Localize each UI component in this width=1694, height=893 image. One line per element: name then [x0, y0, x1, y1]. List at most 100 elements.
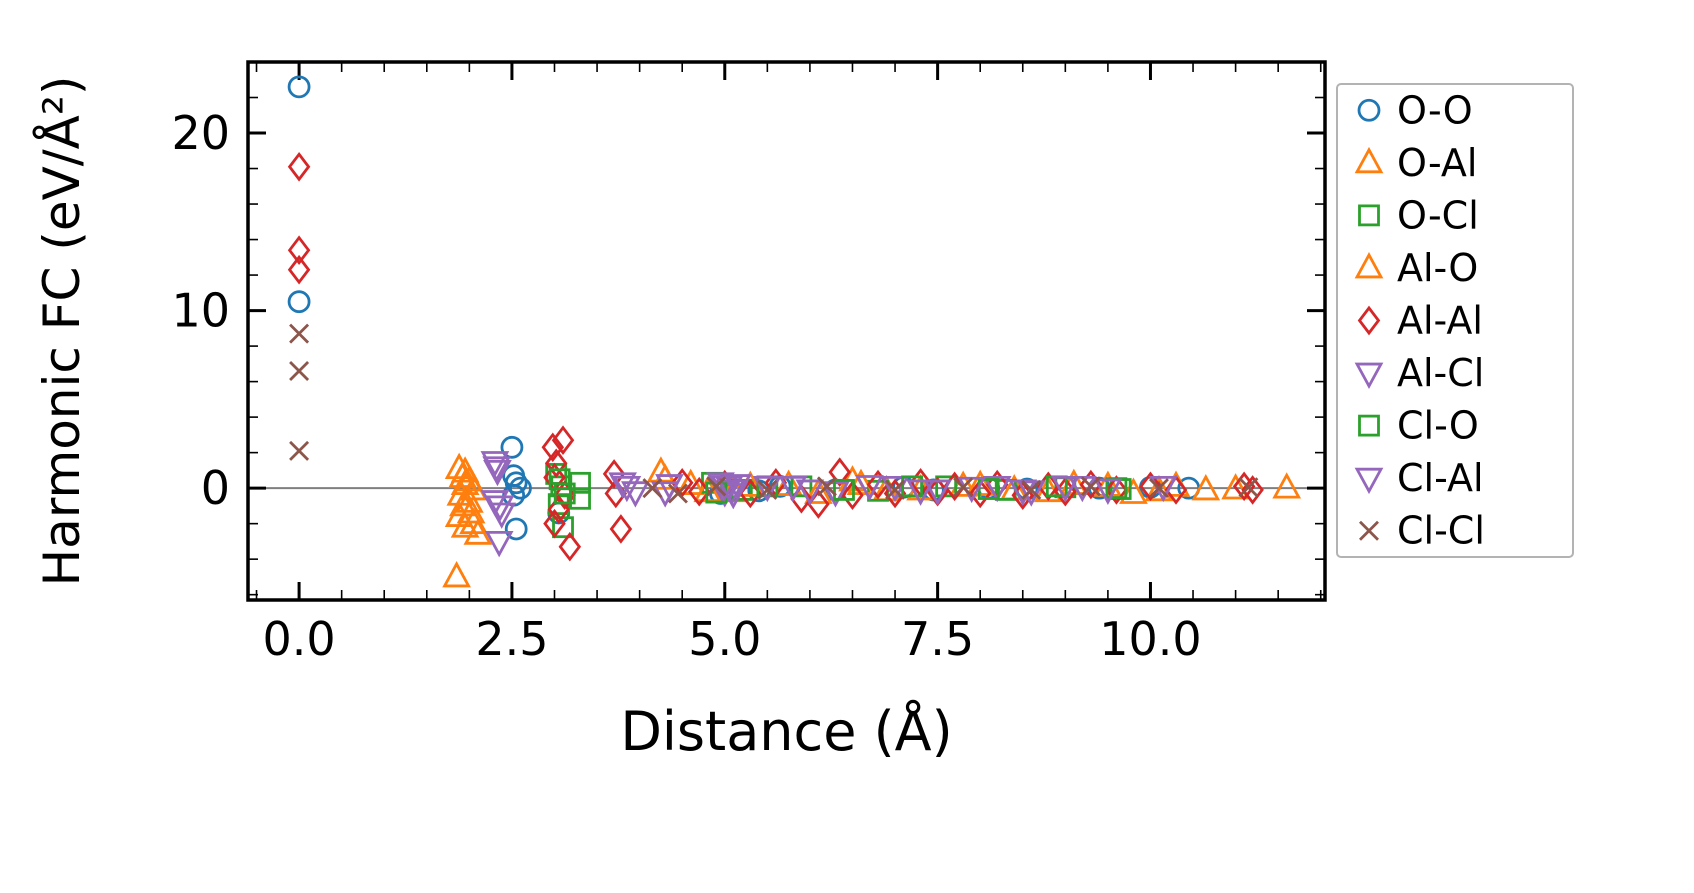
- data-point: [1191, 473, 1221, 501]
- x-tick-label: 0.0: [263, 612, 336, 666]
- data-point: [948, 470, 978, 497]
- legend-entry-O-O: O-O: [1357, 88, 1473, 132]
- data-point: [287, 290, 311, 314]
- data-point: [612, 475, 642, 503]
- data-point: [544, 448, 568, 479]
- data-point: [953, 477, 974, 498]
- data-point: [287, 254, 311, 285]
- data-point: [885, 479, 906, 500]
- data-point: [541, 432, 565, 463]
- legend-marker-triangle-up-icon: [1354, 146, 1384, 174]
- data-point: [667, 483, 688, 504]
- x-tick-label: 5.0: [688, 612, 761, 666]
- legend-label: Al-O: [1397, 246, 1478, 290]
- legend-label: Cl-Al: [1397, 456, 1484, 500]
- data-point: [287, 235, 311, 266]
- data-point: [450, 511, 480, 538]
- data-point: [500, 435, 524, 459]
- data-point: [982, 475, 1012, 503]
- data-point: [670, 467, 694, 498]
- legend-label: O-Cl: [1397, 193, 1479, 237]
- data-point: [804, 477, 833, 504]
- data-point: [1238, 477, 1259, 498]
- data-point: [602, 459, 626, 489]
- y-tick-label: 20: [171, 106, 230, 160]
- data-point: [935, 475, 958, 498]
- legend-marker-square-icon: [1358, 204, 1380, 227]
- legend-marker-triangle-down-icon: [1354, 467, 1384, 495]
- data-point: [757, 479, 778, 500]
- data-point: [485, 495, 515, 522]
- legend-box: [1336, 83, 1574, 558]
- legend-entry-Cl-O: Cl-O: [1358, 404, 1479, 448]
- data-point: [442, 560, 471, 588]
- data-point: [551, 425, 575, 456]
- legend-entry-O-Al: O-Al: [1354, 141, 1477, 185]
- data-point: [642, 478, 663, 499]
- data-point: [548, 468, 571, 491]
- legend-marker-triangle-down-icon: [1354, 362, 1384, 389]
- y-tick-label: 10: [171, 284, 230, 338]
- legend-entry-Cl-Al: Cl-Al: [1354, 456, 1484, 500]
- data-point: [816, 476, 837, 497]
- data-point: [1105, 475, 1128, 505]
- data-point: [828, 457, 851, 487]
- x-tick-label: 7.5: [901, 612, 974, 666]
- y-axis-label: Harmonic FC (eV/Å²): [33, 75, 91, 587]
- data-point: [484, 531, 514, 558]
- data-point: [509, 476, 532, 500]
- data-point: [1093, 478, 1123, 505]
- data-point: [901, 475, 923, 498]
- legend-label: Cl-O: [1397, 404, 1479, 448]
- y-tick-label: 0: [201, 461, 230, 515]
- data-point: [1144, 474, 1174, 502]
- data-point: [504, 517, 528, 541]
- legend-marker-triangle-up-icon: [1354, 252, 1384, 279]
- data-point: [1050, 475, 1080, 503]
- data-point: [717, 479, 746, 506]
- data-point: [547, 494, 571, 525]
- data-point: [752, 475, 782, 503]
- data-point: [778, 475, 808, 503]
- data-point: [287, 151, 311, 182]
- series-O-O: [287, 75, 1201, 541]
- data-point: [487, 502, 517, 529]
- data-point: [923, 479, 952, 506]
- legend-label: O-O: [1397, 88, 1473, 132]
- legend-label: Al-Al: [1397, 299, 1483, 343]
- data-point: [553, 482, 576, 505]
- data-point: [646, 456, 676, 483]
- plot-frame: [246, 60, 1327, 602]
- data-point: [558, 531, 582, 562]
- x-tick-label: 2.5: [475, 612, 548, 666]
- data-point: [968, 478, 992, 509]
- legend-marker-x-icon: [1359, 520, 1379, 541]
- x-tick-label: 10.0: [1099, 612, 1201, 666]
- legend-label: O-Al: [1397, 141, 1477, 185]
- data-point: [1148, 478, 1169, 499]
- data-point: [1139, 471, 1162, 502]
- data-point: [289, 360, 310, 381]
- data-point: [841, 480, 864, 511]
- legend-entry-O-Cl: O-Cl: [1358, 193, 1479, 237]
- data-point: [482, 456, 511, 483]
- legend-marker-square-icon: [1358, 414, 1380, 437]
- data-point: [833, 479, 855, 501]
- data-point: [609, 514, 633, 544]
- data-point: [543, 508, 566, 539]
- data-point: [906, 479, 935, 506]
- data-point: [880, 475, 910, 503]
- data-point: [1272, 472, 1302, 499]
- data-point: [504, 471, 528, 495]
- x-axis-label: Distance (Å): [620, 700, 953, 763]
- axis-ticks: [248, 61, 1325, 600]
- data-point: [706, 476, 727, 497]
- legend-marker-diamond-icon: [1357, 305, 1381, 336]
- legend-label: Al-Cl: [1397, 351, 1484, 395]
- data-point: [569, 487, 591, 510]
- legend-entry-Al-Al: Al-Al: [1357, 299, 1483, 343]
- series-Cl-O: [548, 468, 1128, 510]
- legend-entry-Al-Cl: Al-Cl: [1354, 351, 1484, 395]
